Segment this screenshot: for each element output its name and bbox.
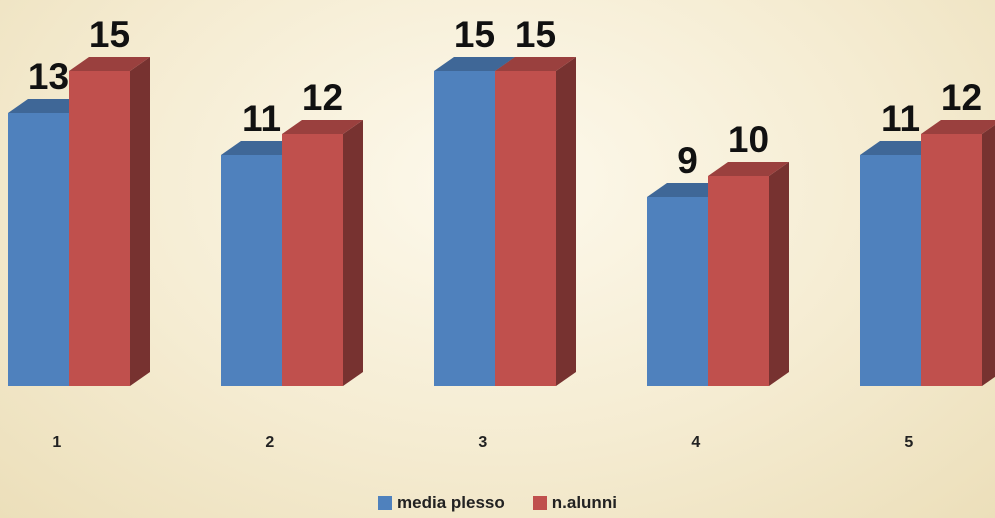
bar-n-alunni-1: [69, 57, 150, 386]
bar-top-face: [647, 183, 728, 197]
data-label-n-alunni-1: 15: [89, 14, 130, 55]
data-label-media-plesso-4: 9: [677, 140, 698, 181]
bar-side-face: [556, 57, 576, 386]
bar-group-5: 11 12: [860, 77, 995, 386]
data-label-n-alunni-5: 12: [941, 77, 982, 118]
data-label-n-alunni-3: 15: [515, 14, 556, 55]
bar-top-face: [860, 141, 941, 155]
bar-top-face: [282, 120, 363, 134]
bar-group-3: 15 15: [434, 14, 576, 386]
legend: media plesso n.alunni: [0, 493, 995, 513]
data-label-media-plesso-5: 11: [881, 98, 920, 139]
x-tick-label-4: 4: [691, 434, 700, 451]
bar-top-face: [8, 99, 89, 113]
bar-front-face: [495, 71, 556, 386]
bar-side-face: [769, 162, 789, 386]
x-tick-label-5: 5: [904, 434, 913, 451]
bar-top-face: [495, 57, 576, 71]
data-label-media-plesso-1: 13: [28, 56, 69, 97]
bar-top-face: [221, 141, 302, 155]
legend-swatch: [378, 496, 393, 510]
bar-top-face: [69, 57, 150, 71]
bar-group-1: 13 15: [8, 14, 150, 386]
bar-n-alunni-5: [921, 120, 995, 386]
bar-side-face: [343, 120, 363, 386]
legend-item-media-plesso: media plesso: [378, 493, 505, 513]
bar-front-face: [434, 71, 495, 386]
x-tick-label-1: 1: [52, 434, 61, 451]
bar-front-face: [647, 197, 708, 386]
x-tick-label-2: 2: [265, 434, 274, 451]
bar-group-4: 9 10: [647, 119, 789, 386]
bar-n-alunni-3: [495, 57, 576, 386]
bar-top-face: [434, 57, 515, 71]
bar-front-face: [8, 113, 69, 386]
bar-front-face: [921, 134, 982, 386]
x-tick-label-3: 3: [478, 434, 487, 451]
bar-side-face: [130, 57, 150, 386]
legend-label: media plesso: [397, 493, 505, 512]
data-label-n-alunni-2: 12: [302, 77, 343, 118]
data-label-media-plesso-2: 11: [242, 98, 281, 139]
bar-front-face: [282, 134, 343, 386]
bar-n-alunni-4: [708, 162, 789, 386]
bar-top-face: [921, 120, 995, 134]
bar-side-face: [982, 124, 995, 386]
bar-n-alunni-2: [282, 120, 363, 386]
data-label-n-alunni-4: 10: [728, 119, 769, 160]
bar-front-face: [69, 71, 130, 386]
bar-top-face: [708, 162, 789, 176]
legend-item-n-alunni: n.alunni: [532, 493, 617, 513]
legend-label: n.alunni: [551, 493, 617, 512]
bar-front-face: [708, 176, 769, 386]
bar-front-face: [860, 155, 921, 386]
legend-swatch: [532, 496, 547, 510]
bar-group-2: 11 12: [221, 77, 363, 386]
bar-front-face: [221, 155, 282, 386]
data-label-media-plesso-3: 15: [454, 14, 495, 55]
